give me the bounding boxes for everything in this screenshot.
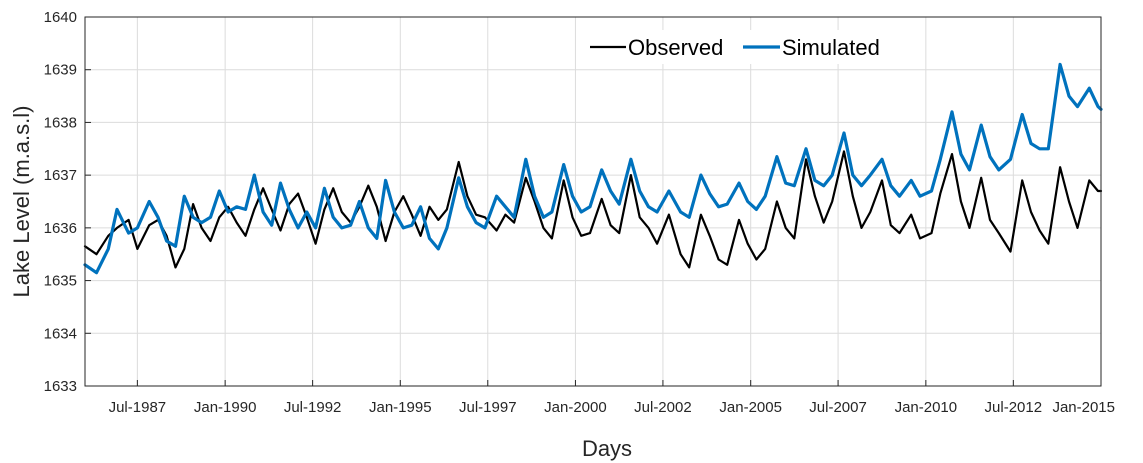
series-layer (83, 62, 1103, 275)
x-tick-label: Jan-2010 (895, 399, 958, 416)
x-tick-label: Jul-1987 (109, 399, 167, 416)
legend-label-observed: Observed (628, 35, 723, 60)
y-tick-label: 1636 (44, 220, 77, 237)
y-axis-title: Lake Level (m.a.s.l) (9, 106, 34, 298)
x-tick-label: Jan-2005 (719, 399, 782, 416)
y-tick-label: 1633 (44, 378, 77, 395)
x-tick-label: Jan-1995 (369, 399, 432, 416)
x-tick-label: Jan-2015 (1052, 399, 1115, 416)
y-tick-label: 1635 (44, 273, 77, 290)
series-line-observed (83, 150, 1103, 269)
x-tick-label: Jan-1990 (194, 399, 257, 416)
y-tick-label: 1637 (44, 167, 77, 184)
x-tick-label: Jul-1992 (284, 399, 342, 416)
y-tick-label: 1639 (44, 62, 77, 79)
x-tick-label: Jan-2000 (544, 399, 607, 416)
y-axis-ticks: 1633 1634 1635 1636 1637 1638 1639 1640 (44, 9, 91, 395)
x-axis-ticks: Jul-1987 Jan-1990 Jul-1992 Jan-1995 Jul-1997… (109, 380, 1115, 416)
x-axis-title: Days (582, 436, 632, 461)
y-tick-label: 1638 (44, 114, 77, 131)
legend-label-simulated: Simulated (782, 35, 880, 60)
y-tick-label: 1634 (44, 325, 77, 342)
x-tick-label: Jul-1997 (459, 399, 517, 416)
legend: Observed Simulated (585, 30, 905, 64)
plot-frame (84, 16, 1102, 387)
x-tick-label: Jul-2002 (634, 399, 692, 416)
x-tick-label: Jul-2012 (985, 399, 1043, 416)
series-line-simulated (83, 62, 1103, 275)
x-tick-label: Jul-2007 (809, 399, 867, 416)
y-tick-label: 1640 (44, 9, 77, 26)
